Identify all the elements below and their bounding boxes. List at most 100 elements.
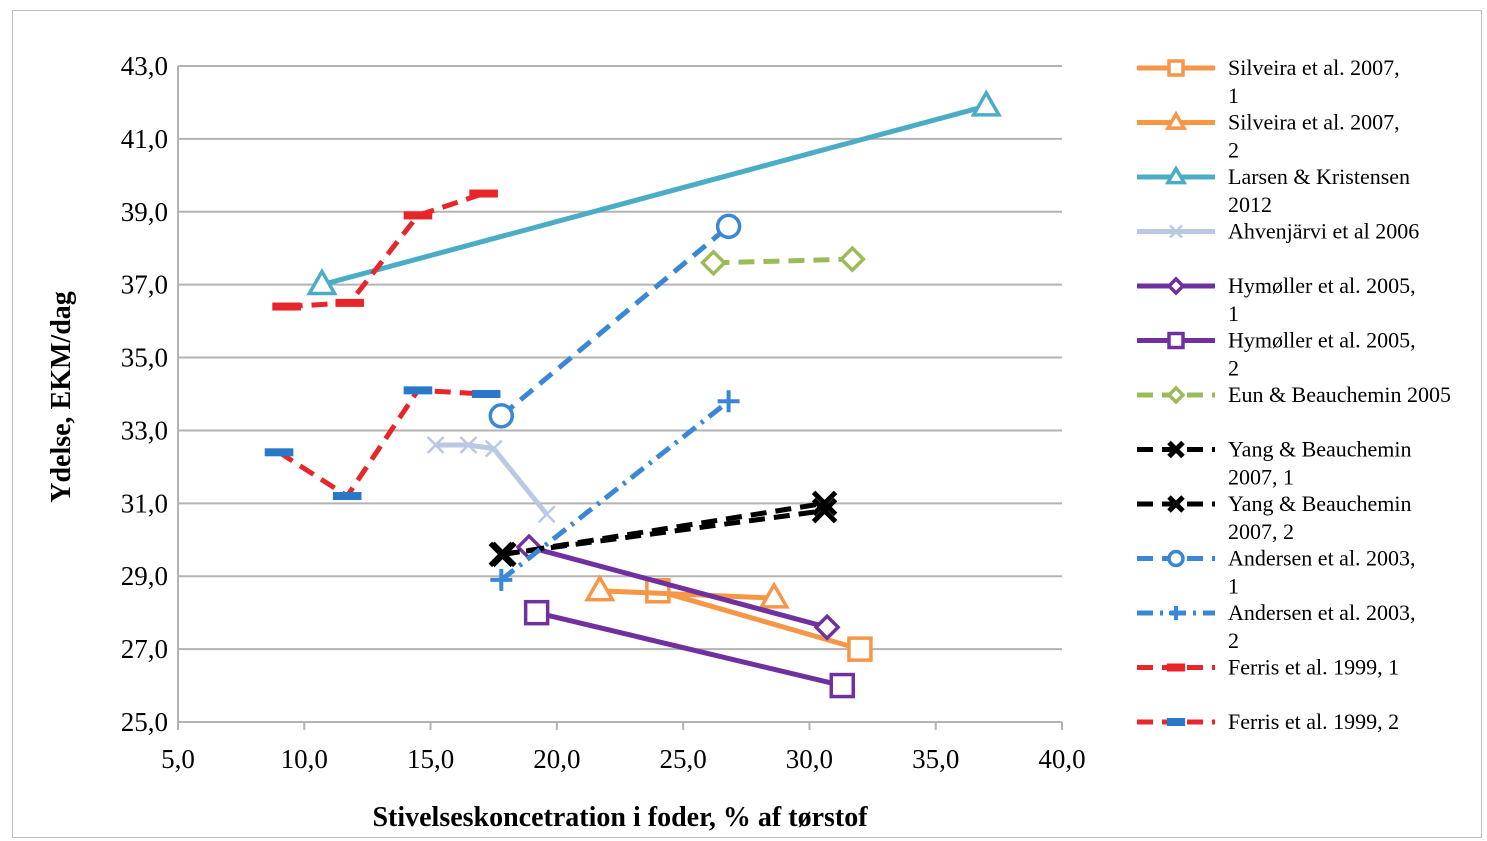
x-tick-label: 10,0 xyxy=(281,744,328,774)
legend-label-line: 1 xyxy=(1228,574,1239,599)
legend-entry-2: Larsen & Kristensen 2012 xyxy=(1137,164,1410,217)
series-5 xyxy=(523,599,856,699)
legend-label-line: 2 xyxy=(1228,138,1239,163)
series-12 xyxy=(264,386,501,501)
series-line xyxy=(599,588,775,601)
legend-label-line: Silveira et al. 2007, xyxy=(1228,55,1400,80)
legend-entry-8: Yang & Beauchemin 2007, 2 xyxy=(1137,491,1412,544)
y-tick-label: 27,0 xyxy=(121,634,168,664)
legend-label: Larsen & Kristensen 2012 xyxy=(1228,164,1410,217)
marker-dash xyxy=(335,298,365,307)
legend-label-line: Ferris et al. 1999, 2 xyxy=(1228,709,1399,734)
x-tick-label: 15,0 xyxy=(407,744,454,774)
y-tick-label: 41,0 xyxy=(121,124,168,154)
marker-x-bold xyxy=(491,541,517,568)
marker-dash xyxy=(1166,663,1186,672)
y-tick-label: 43,0 xyxy=(121,51,168,81)
series-line xyxy=(286,191,485,310)
legend-label: Yang & Beauchemin 2007, 2 xyxy=(1228,491,1412,544)
y-tick-label: 33,0 xyxy=(121,415,168,445)
y-axis-title: Ydelse, EKM/dag xyxy=(46,291,77,503)
marker-plus xyxy=(1169,606,1183,620)
legend-entry-10: Andersen et al. 2003, 2 xyxy=(1137,600,1416,653)
marker-x xyxy=(1169,224,1183,239)
marker-triangle xyxy=(306,267,338,296)
y-tick-label: 39,0 xyxy=(121,197,168,227)
series-lines xyxy=(264,89,1002,699)
marker-x-bold xyxy=(1167,440,1185,459)
series-line xyxy=(503,500,825,557)
marker-circle xyxy=(715,213,742,240)
marker-circle xyxy=(488,403,515,429)
series-2 xyxy=(306,89,1002,296)
legend-entry-0: Silveira et al. 2007, 1 xyxy=(1137,55,1400,108)
marker-x xyxy=(426,436,445,454)
y-tick-label: 29,0 xyxy=(121,561,168,591)
y-tick-labels: 25,0 27,0 29,0 31,0 33,0 35,0 37,0 39,0 41,0 43,0 xyxy=(121,51,168,737)
marker-square xyxy=(523,599,550,626)
marker-triangle xyxy=(584,574,616,602)
marker-dash xyxy=(332,492,362,501)
marker-triangle xyxy=(1164,165,1188,185)
x-tick-label: 30,0 xyxy=(786,744,833,774)
legend-label-line: Ahvenjärvi et al 2006 xyxy=(1228,219,1419,244)
legend-entry-9: Andersen et al. 2003, 1 xyxy=(1137,546,1416,599)
marker-triangle xyxy=(758,581,790,609)
y-tick-label: 31,0 xyxy=(121,488,168,518)
marker-square xyxy=(847,636,873,662)
series-line xyxy=(499,224,731,418)
marker-dash xyxy=(469,189,498,198)
marker-triangle xyxy=(1164,110,1188,130)
legend-label: Eun & Beauchemin 2005 xyxy=(1228,382,1451,407)
legend-label-line: 2 xyxy=(1228,628,1239,653)
marker-x-bold xyxy=(811,497,838,524)
legend-label-line: 2007, 1 xyxy=(1228,465,1294,490)
series-line xyxy=(499,399,731,582)
series-10 xyxy=(490,390,740,591)
legend-label-line: Yang & Beauchemin xyxy=(1228,437,1412,462)
legend-label: Andersen et al. 2003, 2 xyxy=(1228,600,1416,653)
legend-label: Silveira et al. 2007, 1 xyxy=(1228,55,1400,108)
series-line xyxy=(713,256,853,266)
marker-dash xyxy=(264,448,294,457)
x-tick-label: 20,0 xyxy=(533,744,580,774)
x-tick-label: 25,0 xyxy=(660,744,707,774)
x-axis-title: Stivelseskoncetration i foder, % af tørs… xyxy=(372,802,868,833)
y-tick-label: 25,0 xyxy=(121,707,168,737)
marker-diamond xyxy=(1166,385,1186,405)
marker-x-bold xyxy=(1167,495,1185,513)
chart-frame xyxy=(12,10,1482,838)
series-6 xyxy=(699,245,866,277)
marker-dash xyxy=(403,211,433,220)
marker-plus xyxy=(717,390,740,413)
x-tick-labels: 5,0 10,0 15,0 20,0 25,0 30,0 35,0 40,0 xyxy=(161,744,1086,774)
legend-label-line: 2012 xyxy=(1228,192,1272,217)
grid-lines xyxy=(177,65,1063,730)
legend-label-line: Hymøller et al. 2005, xyxy=(1228,273,1416,298)
marker-diamond xyxy=(838,245,866,273)
legend-entry-11: Ferris et al. 1999, 1 xyxy=(1137,655,1399,680)
legend-label-line: 2007, 2 xyxy=(1228,519,1294,544)
legend-label: Hymøller et al. 2005, 1 xyxy=(1228,273,1416,326)
series-9 xyxy=(488,213,742,429)
legend-entry-6: Eun & Beauchemin 2005 xyxy=(1137,382,1451,407)
legend-label-line: Ferris et al. 1999, 1 xyxy=(1228,655,1399,680)
series-line xyxy=(435,442,549,516)
x-tick-label: 35,0 xyxy=(912,744,959,774)
legend-label-line: Andersen et al. 2003, xyxy=(1228,546,1416,571)
marker-x xyxy=(484,439,503,458)
series-line xyxy=(536,610,843,688)
series-8 xyxy=(491,490,838,568)
legend-label-line: Hymøller et al. 2005, xyxy=(1228,328,1416,353)
marker-x xyxy=(459,436,478,454)
series-4 xyxy=(515,533,841,641)
marker-square xyxy=(829,672,856,699)
marker-dash xyxy=(272,302,301,311)
series-1 xyxy=(584,574,790,609)
marker-x xyxy=(537,505,556,524)
y-tick-label: 35,0 xyxy=(121,343,168,373)
legend-entry-1: Silveira et al. 2007, 2 xyxy=(1137,110,1400,163)
marker-diamond xyxy=(813,613,841,641)
legend-label-line: Silveira et al. 2007, xyxy=(1228,110,1400,135)
